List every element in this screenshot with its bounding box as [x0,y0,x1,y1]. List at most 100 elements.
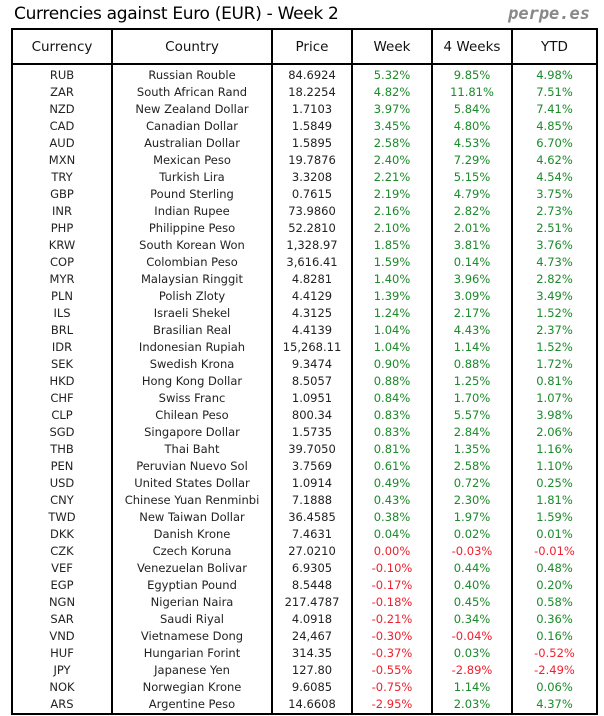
4-weeks-change-cell: 2.17% [431,305,513,322]
country-name-cell: Hong Kong Dollar [111,373,273,390]
price-cell: 800.34 [271,407,353,424]
table-row: CAD Canadian Dollar 1.5849 3.45% 4.80% 4.85% [11,118,598,135]
currency-code-cell: SAR [11,611,113,628]
currency-code-cell: INR [11,203,113,220]
table-row: CLP Chilean Peso 800.34 0.83% 5.57% 3.98% [11,407,598,424]
4-weeks-change-cell: 2.82% [431,203,513,220]
price-cell: 3,616.41 [271,254,353,271]
4-weeks-change-cell: 2.84% [431,424,513,441]
price-cell: 7.1888 [271,492,353,509]
currency-code-cell: CNY [11,492,113,509]
column-header-country: Country [111,28,273,65]
table-row: NZD New Zealand Dollar 1.7103 3.97% 5.84% 7.4… [11,101,598,118]
table-row: EGP Egyptian Pound 8.5448 -0.17% 0.40% 0.20% [11,577,598,594]
ytd-change-cell: -0.52% [511,645,598,662]
4-weeks-change-cell: 0.34% [431,611,513,628]
week-change-cell: 0.84% [351,390,433,407]
week-change-cell: 2.16% [351,203,433,220]
price-cell: 1.5895 [271,135,353,152]
ytd-change-cell: 1.16% [511,441,598,458]
currency-code-cell: ARS [11,696,113,714]
4-weeks-change-cell: 2.01% [431,220,513,237]
week-change-cell: -0.75% [351,679,433,696]
column-header-currency: Currency [11,28,113,65]
country-name-cell: Swiss Franc [111,390,273,407]
4-weeks-change-cell: 9.85% [431,64,513,84]
week-change-cell: 0.04% [351,526,433,543]
4-weeks-change-cell: 0.02% [431,526,513,543]
country-name-cell: Turkish Lira [111,169,273,186]
price-cell: 52.2810 [271,220,353,237]
ytd-change-cell: -0.01% [511,543,598,560]
price-cell: 4.8281 [271,271,353,288]
currency-code-cell: COP [11,254,113,271]
4-weeks-change-cell: 1.14% [431,339,513,356]
country-name-cell: Vietnamese Dong [111,628,273,645]
country-name-cell: United States Dollar [111,475,273,492]
week-change-cell: 0.43% [351,492,433,509]
week-change-cell: 0.49% [351,475,433,492]
country-name-cell: Indonesian Rupiah [111,339,273,356]
week-change-cell: -2.95% [351,696,433,714]
currency-code-cell: SGD [11,424,113,441]
page-title: Currencies against Euro (EUR) - Week 2 [14,4,339,24]
currency-code-cell: PEN [11,458,113,475]
table-row: CZK Czech Koruna 27.0210 0.00% -0.03% -0.01% [11,543,598,560]
ytd-change-cell: 0.06% [511,679,598,696]
country-name-cell: Mexican Peso [111,152,273,169]
price-cell: 4.0918 [271,611,353,628]
price-cell: 3.7569 [271,458,353,475]
week-change-cell: 1.24% [351,305,433,322]
week-change-cell: 0.38% [351,509,433,526]
price-cell: 15,268.11 [271,339,353,356]
price-cell: 8.5057 [271,373,353,390]
ytd-change-cell: 4.37% [511,696,598,714]
country-name-cell: Danish Krone [111,526,273,543]
4-weeks-change-cell: 11.81% [431,84,513,101]
4-weeks-change-cell: 1.70% [431,390,513,407]
ytd-change-cell: 0.20% [511,577,598,594]
week-change-cell: 0.81% [351,441,433,458]
week-change-cell: 1.40% [351,271,433,288]
week-change-cell: 0.00% [351,543,433,560]
ytd-change-cell: 0.25% [511,475,598,492]
price-cell: 0.7615 [271,186,353,203]
table-row: GBP Pound Sterling 0.7615 2.19% 4.79% 3.75% [11,186,598,203]
country-name-cell: Malaysian Ringgit [111,271,273,288]
currency-code-cell: KRW [11,237,113,254]
table-row: HKD Hong Kong Dollar 8.5057 0.88% 1.25% 0.81% [11,373,598,390]
country-name-cell: Australian Dollar [111,135,273,152]
currency-code-cell: BRL [11,322,113,339]
4-weeks-change-cell: 1.14% [431,679,513,696]
table-row: COP Colombian Peso 3,616.41 1.59% 0.14% 4.73% [11,254,598,271]
week-change-cell: 1.04% [351,339,433,356]
currency-code-cell: TRY [11,169,113,186]
price-cell: 84.6924 [271,64,353,84]
price-cell: 9.3474 [271,356,353,373]
4-weeks-change-cell: -0.04% [431,628,513,645]
country-name-cell: Brasilian Real [111,322,273,339]
4-weeks-change-cell: 4.80% [431,118,513,135]
country-name-cell: Indian Rupee [111,203,273,220]
currency-code-cell: USD [11,475,113,492]
week-change-cell: 3.97% [351,101,433,118]
week-change-cell: 2.21% [351,169,433,186]
country-name-cell: Peruvian Nuevo Sol [111,458,273,475]
week-change-cell: 5.32% [351,64,433,84]
week-change-cell: -0.17% [351,577,433,594]
ytd-change-cell: 1.52% [511,305,598,322]
currency-code-cell: TWD [11,509,113,526]
table-row: PLN Polish Zloty 4.4129 1.39% 3.09% 3.49% [11,288,598,305]
table-row: SAR Saudi Riyal 4.0918 -0.21% 0.34% 0.36% [11,611,598,628]
column-header-ytd: YTD [511,28,598,65]
ytd-change-cell: 0.81% [511,373,598,390]
price-cell: 7.4631 [271,526,353,543]
table-row: KRW South Korean Won 1,328.97 1.85% 3.81% 3.7… [11,237,598,254]
4-weeks-change-cell: 1.35% [431,441,513,458]
4-weeks-change-cell: 0.03% [431,645,513,662]
currency-code-cell: VEF [11,560,113,577]
ytd-change-cell: 0.16% [511,628,598,645]
4-weeks-change-cell: 2.58% [431,458,513,475]
ytd-change-cell: 1.10% [511,458,598,475]
country-name-cell: Pound Sterling [111,186,273,203]
